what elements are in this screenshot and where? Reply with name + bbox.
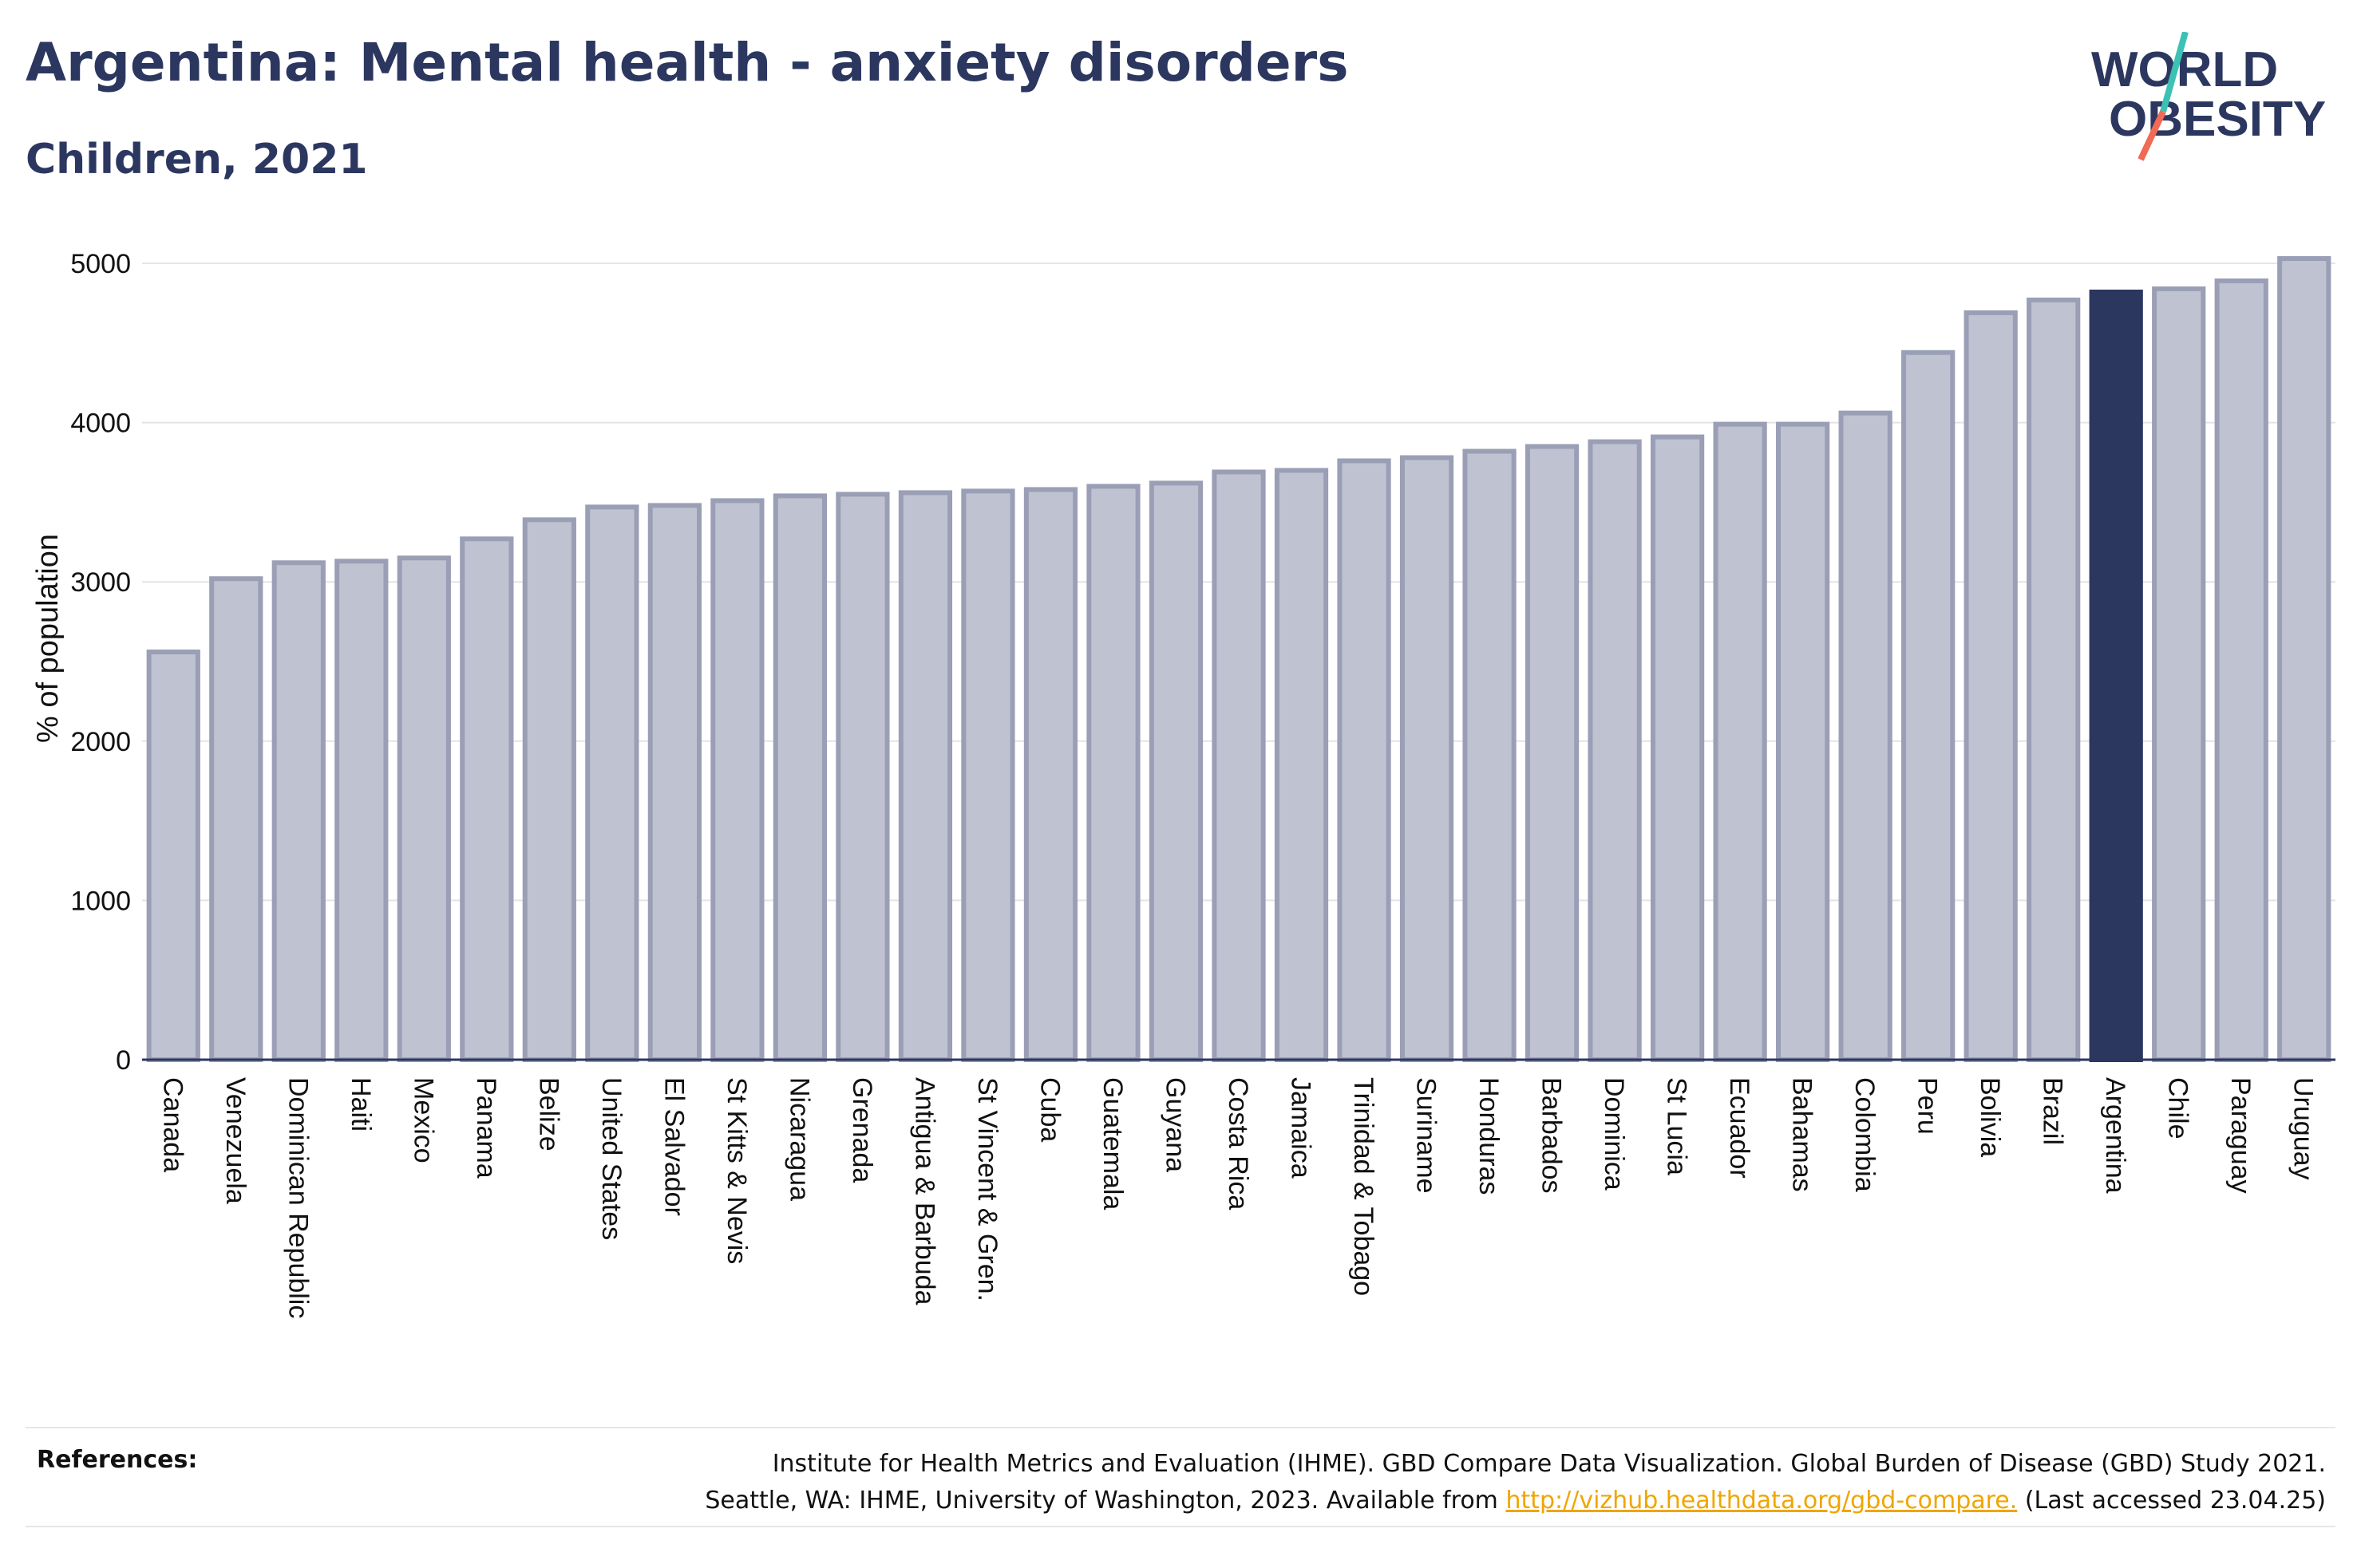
bar-chart: 0 1000 2000 3000 4000 5000 Canada Venezuela Dom… [31, 249, 2335, 1318]
y-tick-label: 4000 [70, 409, 131, 439]
references-text: Institute for Health Metrics and Evaluat… [705, 1446, 2326, 1519]
reference-link[interactable]: http://vizhub.healthdata.org/gbd-compare… [1505, 1487, 2018, 1515]
bar-colombia [1838, 410, 1892, 1062]
bar-nicaragua [773, 493, 828, 1062]
bar-dominican-republic [271, 560, 326, 1062]
bar-barbados [1525, 444, 1580, 1062]
x-tick-label: Costa Rica [1223, 1077, 1253, 1210]
x-tick-label: Brazil [2038, 1077, 2068, 1145]
bar-bolivia [1964, 310, 2018, 1063]
logo-slash-bottom [2138, 110, 2166, 161]
bar-belize [522, 517, 576, 1062]
bar-ecuador [1713, 421, 1767, 1062]
bar-argentina [2089, 289, 2143, 1063]
y-axis-label: % of population [31, 534, 65, 743]
references-divider-bottom [26, 1526, 2335, 1527]
references-label: References: [37, 1446, 198, 1474]
x-tick-label: Venezuela [220, 1077, 251, 1204]
x-tick-label: Grenada [847, 1077, 877, 1183]
reference-line-2-prefix: Seattle, WA: IHME, University of Washing… [705, 1487, 1506, 1515]
bar-venezuela [209, 576, 263, 1062]
bar-trinidad-tobago [1337, 458, 1391, 1062]
bar-suriname [1399, 455, 1454, 1062]
x-tick-label: Uruguay [2288, 1077, 2319, 1180]
x-tick-label: Paraguay [2225, 1077, 2256, 1194]
y-tick-labels: 0 1000 2000 3000 4000 5000 [70, 249, 131, 1076]
bar-honduras [1462, 448, 1517, 1062]
x-tick-label: Barbados [1536, 1077, 1567, 1194]
y-tick-label: 1000 [70, 886, 131, 916]
x-tick-label: Bolivia [1975, 1077, 2005, 1157]
x-tick-label: Chile [2163, 1077, 2193, 1139]
logo-line-1: WORLD [2091, 42, 2278, 97]
x-tick-label: St Lucia [1662, 1077, 1692, 1175]
x-tick-label: Dominica [1599, 1077, 1629, 1191]
x-tick-label: Suriname [1411, 1077, 1442, 1194]
bar-chile [2152, 286, 2206, 1063]
logo-slash-top [2160, 32, 2189, 113]
x-tick-label: Mexico [408, 1077, 438, 1163]
bar-grenada [836, 492, 890, 1062]
bar-st-lucia [1650, 434, 1705, 1062]
bar-brazil [2027, 297, 2081, 1062]
y-tick-label: 3000 [70, 567, 131, 598]
y-tick-label: 0 [116, 1045, 131, 1076]
bar-costa-rica [1212, 469, 1266, 1062]
world-obesity-logo: WORLD OBESITY [2091, 32, 2326, 161]
x-tick-label: El Salvador [658, 1077, 689, 1216]
y-tick-label: 5000 [70, 249, 131, 279]
logo-line-2: OBESITY [2109, 92, 2326, 147]
x-tick-labels: Canada Venezuela Dominican Republic Haiti Me… [157, 1077, 2318, 1318]
bar-jamaica [1274, 468, 1329, 1062]
bars [146, 256, 2331, 1063]
x-tick-label: Peru [1912, 1077, 1943, 1135]
references-divider-top [26, 1427, 2335, 1428]
chart-subtitle: Children, 2021 [26, 136, 368, 184]
x-tick-label: Trinidad & Tobago [1348, 1077, 1378, 1296]
bar-st-vincent-gren- [961, 488, 1015, 1062]
bar-dominica [1588, 439, 1642, 1062]
x-tick-label: Antigua & Barbuda [909, 1077, 939, 1305]
bar-guatemala [1086, 484, 1141, 1062]
x-tick-label: United States [596, 1077, 627, 1240]
x-tick-label: Ecuador [1724, 1077, 1754, 1179]
reference-line-1: Institute for Health Metrics and Evaluat… [772, 1450, 2326, 1478]
x-tick-label: Dominican Republic [283, 1077, 313, 1318]
x-tick-label: Nicaragua [784, 1077, 814, 1201]
x-tick-label: St Vincent & Gren. [972, 1077, 1003, 1301]
bar-guyana [1149, 480, 1204, 1062]
bar-mexico [397, 555, 451, 1062]
x-tick-label: Belize [533, 1077, 564, 1151]
bar-antigua-barbuda [898, 490, 953, 1062]
bar-panama [460, 536, 514, 1062]
x-tick-label: Guyana [1160, 1077, 1190, 1172]
bar-st-kitts-nevis [710, 498, 765, 1062]
x-tick-label: Guatemala [1097, 1077, 1128, 1210]
x-tick-label: Honduras [1473, 1077, 1504, 1195]
x-tick-label: Cuba [1034, 1077, 1065, 1142]
reference-line-2: Seattle, WA: IHME, University of Washing… [705, 1483, 2326, 1519]
bar-el-salvador [647, 503, 702, 1062]
bar-united-states [585, 504, 639, 1062]
x-tick-label: Haiti [346, 1077, 376, 1132]
bar-haiti [334, 559, 389, 1062]
reference-line-2-suffix: (Last accessed 23.04.25) [2017, 1487, 2326, 1515]
x-tick-label: Bahamas [1787, 1077, 1817, 1192]
bar-canada [146, 650, 200, 1062]
bar-bahamas [1776, 421, 1830, 1062]
x-tick-label: Canada [157, 1077, 188, 1172]
x-tick-label: Jamaica [1286, 1077, 1316, 1179]
y-tick-label: 2000 [70, 727, 131, 757]
bar-paraguay [2214, 278, 2268, 1062]
bar-uruguay [2277, 256, 2331, 1062]
bar-peru [1901, 350, 1956, 1062]
bar-cuba [1023, 487, 1078, 1062]
chart-title: Argentina: Mental health - anxiety disor… [26, 32, 1349, 93]
x-tick-label: Panama [471, 1077, 501, 1179]
x-tick-label: St Kitts & Nevis [722, 1077, 752, 1264]
x-tick-label: Colombia [1849, 1077, 1880, 1192]
x-tick-label: Argentina [2100, 1077, 2130, 1194]
